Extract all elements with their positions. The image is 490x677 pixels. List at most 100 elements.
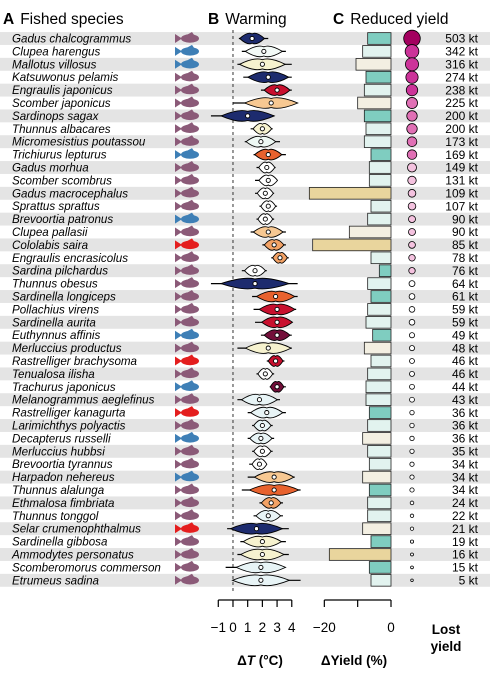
species-name: Clupea harengus (12, 45, 101, 58)
species-name: Micromesistius poutassou (12, 136, 146, 149)
fish-icon (175, 522, 199, 534)
lost-yield-dot (407, 175, 417, 186)
species-name: Thunnus alalunga (12, 484, 105, 497)
yield-bar (370, 290, 392, 303)
yield-bar (370, 535, 392, 548)
warming-violin (253, 303, 297, 316)
yield-bar (370, 251, 392, 265)
species-name: Sprattus sprattus (12, 200, 100, 213)
warming-tick-label: 1 (244, 620, 252, 635)
warming-median-dot (271, 242, 277, 248)
warming-median-dot (265, 152, 271, 158)
lost-yield-dot (409, 383, 415, 390)
lost-yield-dot (408, 293, 416, 300)
lost-yield-dot (407, 162, 417, 173)
lost-yield-dot (409, 448, 415, 454)
lost-yield-label: 59 kt (452, 303, 479, 317)
lost-yield-title-line2: yield (431, 639, 462, 654)
fish-icon (175, 380, 199, 392)
lost-yield-dot (405, 70, 419, 84)
fish-icon (175, 470, 199, 482)
species-name: Sardinella aurita (12, 316, 96, 329)
lost-yield-label: 78 kt (452, 251, 479, 265)
warming-violin (250, 123, 273, 135)
lost-yield-label: 238 kt (445, 83, 478, 97)
lost-yield-label: 46 kt (452, 367, 479, 381)
warming-median-dot (274, 306, 280, 312)
species-name: Mallotus villosus (12, 58, 97, 71)
species-name: Sardina pilchardus (12, 265, 108, 278)
species-name: Merluccius productus (12, 342, 122, 355)
warming-tick-label: 3 (273, 620, 281, 635)
fish-icon (175, 32, 199, 43)
yield-bars (308, 32, 392, 587)
yield-bar (308, 187, 392, 200)
lost-yield-dot (409, 526, 415, 531)
warming-violin (256, 213, 275, 225)
lost-yield-label: 22 kt (452, 509, 479, 523)
warming-median-dot (271, 487, 277, 493)
yield-bar (355, 58, 392, 71)
lost-yield-dot (409, 487, 415, 493)
warming-median-dot (274, 384, 280, 390)
fish-icon (175, 212, 199, 224)
fish-icon (175, 264, 199, 276)
lost-yield-dot (405, 57, 419, 72)
fish-icon (175, 238, 199, 250)
warming-median-dot (258, 435, 264, 441)
fish-icon (175, 354, 199, 366)
lost-yield-dot (409, 500, 415, 506)
fish-icon (175, 148, 199, 160)
warming-median-dot (259, 448, 265, 454)
warming-median-dot (252, 281, 258, 287)
warming-median-dot (268, 100, 274, 106)
warming-median-dot (258, 577, 264, 583)
lost-yield-dot (408, 215, 416, 224)
species-name: Thunnus tonggol (12, 510, 99, 523)
species-name: Scomber japonicus (12, 97, 111, 110)
lost-yield-label: 61 kt (452, 290, 479, 304)
lost-yield-label: 35 kt (452, 445, 479, 459)
lost-yield-label: 200 kt (445, 122, 478, 136)
warming-tick-label: −1 (211, 620, 226, 635)
lost-yield-dot (408, 306, 416, 313)
lost-yield-dot (406, 149, 418, 160)
warming-median-dot (273, 293, 279, 300)
fish-icon (175, 186, 199, 198)
lost-yield-label: 342 kt (445, 45, 478, 59)
lost-yield-dot (407, 201, 417, 211)
fish-icon (175, 535, 199, 547)
warming-violin (260, 84, 292, 96)
species-name: Ethmalosa fimbriata (12, 497, 115, 510)
species-name: Merluccius hubbsi (12, 445, 105, 458)
warming-median-dot (265, 229, 271, 235)
lost-yield-label: 90 kt (452, 225, 479, 239)
fish-icon (175, 135, 199, 147)
lost-yield-dot (409, 345, 415, 352)
lost-yield-label: 131 kt (445, 174, 478, 188)
fish-icon (175, 83, 199, 95)
lost-yield-dot (409, 513, 415, 518)
warming-median-dot (273, 358, 279, 364)
fish-icon (175, 393, 199, 405)
yield-bar (312, 238, 392, 252)
fish-icon (175, 548, 199, 559)
warming-violin (247, 432, 275, 445)
fish-icon (175, 496, 199, 508)
lost-yield-dot (409, 332, 415, 339)
lost-yield-dot (406, 97, 418, 109)
warming-violin (231, 574, 301, 587)
lost-yield-dot (409, 358, 415, 364)
lost-yield-label: 43 kt (452, 393, 479, 407)
species-name: Scomberomorus commerson (12, 561, 161, 574)
lost-yield-dot (409, 474, 415, 480)
lost-yield-label: 46 kt (452, 354, 479, 368)
lost-yield-label: 48 kt (452, 341, 479, 355)
warming-median-dot (258, 139, 264, 145)
warming-median-dot (262, 371, 268, 377)
yield-bar (370, 574, 392, 587)
species-name: Katsuwonus pelamis (12, 71, 119, 84)
lost-yield-label: 36 kt (452, 406, 479, 420)
warming-median-dot (245, 113, 251, 119)
